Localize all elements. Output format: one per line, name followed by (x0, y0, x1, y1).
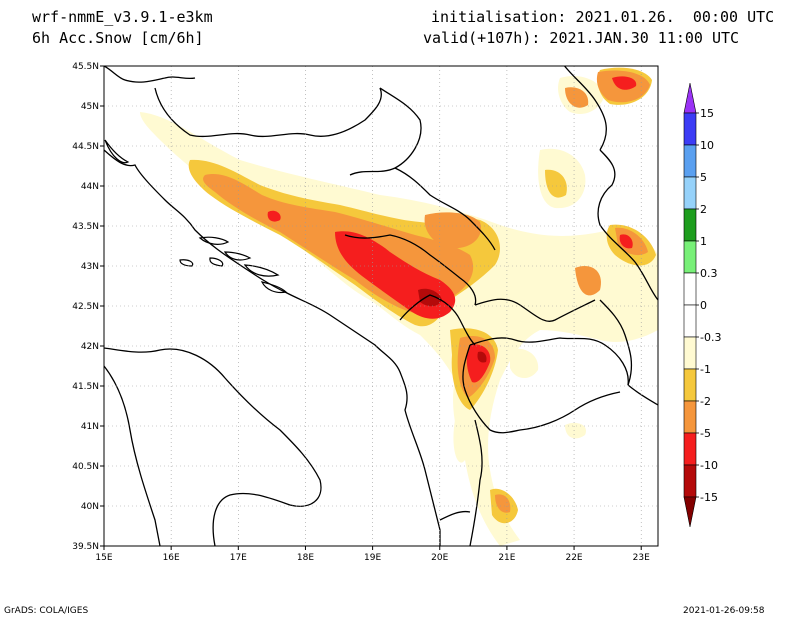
lat-label: 43N (81, 262, 99, 272)
colorbar-swatch (683, 144, 697, 178)
colorbar-label: -1 (700, 363, 711, 376)
lat-label: 45N (81, 102, 99, 112)
colorbar-label: 0 (700, 299, 707, 312)
colorbar-swatch (683, 336, 697, 370)
colorbar-swatch (683, 400, 697, 434)
lat-label: 44N (81, 182, 99, 192)
lon-label: 23E (633, 553, 650, 563)
colorbar-label: 15 (700, 107, 714, 120)
footer-credit: GrADS: COLA/IGES (4, 606, 89, 616)
colorbar-label: 0.3 (700, 267, 718, 280)
lat-label: 39.5N (72, 542, 99, 552)
colorbar-swatch (683, 304, 697, 338)
colorbar-swatch (683, 176, 697, 210)
grid-lines (104, 66, 658, 546)
colorbar-swatch (683, 368, 697, 402)
lon-label: 18E (297, 553, 314, 563)
colorbar-swatch (683, 208, 697, 242)
colorbar-label: -5 (700, 427, 711, 440)
model-name: wrf-nmmE_v3.9.1-e3km (32, 8, 213, 26)
colorbar-swatch (683, 112, 697, 146)
snow-field (140, 67, 658, 546)
lat-label: 43.5N (72, 222, 99, 232)
colorbar-label: -15 (700, 491, 718, 504)
colorbar-label: 5 (700, 171, 707, 184)
colorbar-bottom-arrow (683, 496, 697, 528)
colorbar-label: 2 (700, 203, 707, 216)
lon-label: 15E (95, 553, 112, 563)
valid-time: valid(+107h): 2021.JAN.30 11:00 UTC (423, 29, 740, 47)
lon-label: 17E (230, 553, 247, 563)
lat-label: 41N (81, 422, 99, 432)
footer-timestamp: 2021-01-26-09:58 (683, 606, 765, 616)
lon-label: 20E (431, 553, 448, 563)
colorbar-top-arrow (683, 82, 697, 114)
colorbar-swatch (683, 464, 697, 498)
init-time: initialisation: 2021.01.26. 00:00 UTC (431, 8, 775, 26)
colorbar-label: 1 (700, 235, 707, 248)
colorbar-label: -10 (700, 459, 718, 472)
lat-label: 44.5N (72, 142, 99, 152)
lat-label: 42N (81, 342, 99, 352)
axis-ticks: 45.5N 45N 44.5N 44N 43.5N 43N 42.5N 42N 41.5N 41N… (72, 62, 650, 563)
colorbar: 15 10 5 2 1 0.3 0 -0.3 -1 -2 -5 -10 -15 (683, 82, 721, 528)
lon-label: 16E (163, 553, 180, 563)
colorbar-swatch (683, 240, 697, 274)
lat-label: 40N (81, 502, 99, 512)
lon-label: 21E (498, 553, 515, 563)
colorbar-swatch (683, 272, 697, 306)
lat-label: 42.5N (72, 302, 99, 312)
colorbar-label: 10 (700, 139, 714, 152)
lat-label: 45.5N (72, 62, 99, 72)
colorbar-label: -0.3 (700, 331, 721, 344)
colorbar-swatch (683, 432, 697, 466)
snow-band-extreme (418, 288, 487, 363)
colorbar-label: -2 (700, 395, 711, 408)
borders (104, 66, 658, 546)
lon-label: 19E (364, 553, 381, 563)
lon-label: 22E (565, 553, 582, 563)
lat-label: 40.5N (72, 462, 99, 472)
field-name: 6h Acc.Snow [cm/6h] (32, 29, 204, 47)
lat-label: 41.5N (72, 382, 99, 392)
